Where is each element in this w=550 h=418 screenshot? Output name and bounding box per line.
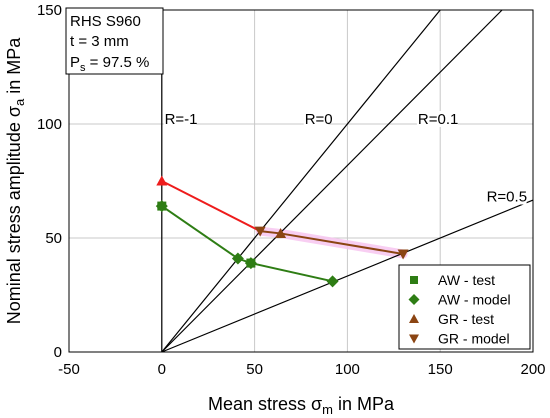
- reference-label-bg-r-1: [163, 111, 197, 127]
- legend-marker-aw-model: [408, 294, 420, 305]
- reference-label-bg-r-0-5: [485, 188, 527, 205]
- data-markers: [155, 175, 409, 288]
- info-probability-main: P: [70, 54, 80, 71]
- legend-frame: [398, 264, 531, 350]
- model-curve-1: [161, 180, 261, 233]
- x-axis-title-sub: m: [322, 402, 333, 417]
- legend-label-aw-test: AW - test: [438, 272, 495, 288]
- marker-aw-model-3: [326, 275, 339, 288]
- info-material: RHS S960: [70, 13, 141, 30]
- info-thickness: t = 3 mm: [70, 33, 129, 50]
- marker-gr-model-0: [254, 226, 266, 237]
- x-axis-title: Mean stress σm in MPa: [208, 394, 395, 417]
- info-box-frame: [65, 7, 164, 75]
- reference-line-labels: R=-1 R=0 R=0.1 R=0.5: [163, 111, 527, 206]
- reference-label-r-1: R=-1: [165, 111, 198, 128]
- x-tick-label-150: 150: [428, 361, 453, 378]
- info-probability: Ps = 97.5 %: [70, 54, 149, 74]
- marker-aw-model-2: [244, 257, 257, 270]
- info-probability-tail: = 97.5 %: [86, 54, 150, 71]
- legend-marker-gr-model: [409, 334, 419, 344]
- x-tick-label-100: 100: [335, 361, 360, 378]
- x-axis-title-tail: in MPa: [333, 394, 395, 414]
- x-tick-label-50: 50: [246, 361, 263, 378]
- legend-label-gr-test: GR - test: [438, 311, 494, 327]
- plot-frame: [68, 9, 534, 353]
- marker-gr-model-1: [397, 249, 409, 260]
- y-axis-title: Nominal stress amplitude σa in MPa: [4, 37, 27, 324]
- y-axis-title-tail: in MPa: [4, 37, 24, 99]
- reference-label-r-0-5: R=0.5: [487, 189, 527, 206]
- reference-line-r-0: [161, 9, 441, 353]
- x-tick-labels: -50 0 50 100 150 200: [58, 361, 545, 378]
- x-tick-label-0: 0: [158, 361, 166, 378]
- info-box: RHS S960 t = 3 mm Ps = 97.5 %: [65, 7, 164, 75]
- reference-line-r-0-1: [161, 9, 503, 353]
- marker-gr-test-0: [156, 175, 168, 186]
- x-tick-label-50: -50: [58, 361, 80, 378]
- x-tick-label-200: 200: [520, 361, 545, 378]
- marker-aw-model-0: [155, 200, 168, 213]
- y-tick-labels: 0 50 100 150: [37, 2, 62, 361]
- reference-label-bg-r-0-1: [416, 111, 458, 127]
- y-axis-title-sub: a: [12, 98, 27, 106]
- marker-gr-test-1: [275, 227, 287, 238]
- x-axis-title-main: Mean stress σ: [208, 394, 322, 414]
- legend-marker-gr-test: [409, 314, 419, 323]
- y-tick-label-100: 100: [37, 116, 62, 133]
- marker-aw-model-1: [231, 252, 244, 265]
- y-axis-title-main: Nominal stress amplitude σ: [4, 106, 24, 324]
- y-tick-label-0: 0: [54, 344, 62, 361]
- legend-marker-aw-test: [410, 276, 418, 284]
- legend-label-aw-model: AW - model: [438, 292, 511, 308]
- y-tick-label-50: 50: [45, 230, 62, 247]
- reference-label-r-0-1: R=0.1: [418, 111, 458, 128]
- info-probability-sub: s: [80, 62, 86, 74]
- series-line-aw-model: [161, 205, 333, 283]
- reference-label-bg-r-0: [303, 111, 329, 127]
- reference-label-r-0: R=0: [305, 111, 333, 128]
- legend: AW - test AW - model GR - test GR - model: [398, 264, 531, 350]
- reference-line-r-0-5: [161, 199, 534, 353]
- legend-label-gr-model: GR - model: [438, 331, 510, 347]
- y-tick-label-150: 150: [37, 2, 62, 19]
